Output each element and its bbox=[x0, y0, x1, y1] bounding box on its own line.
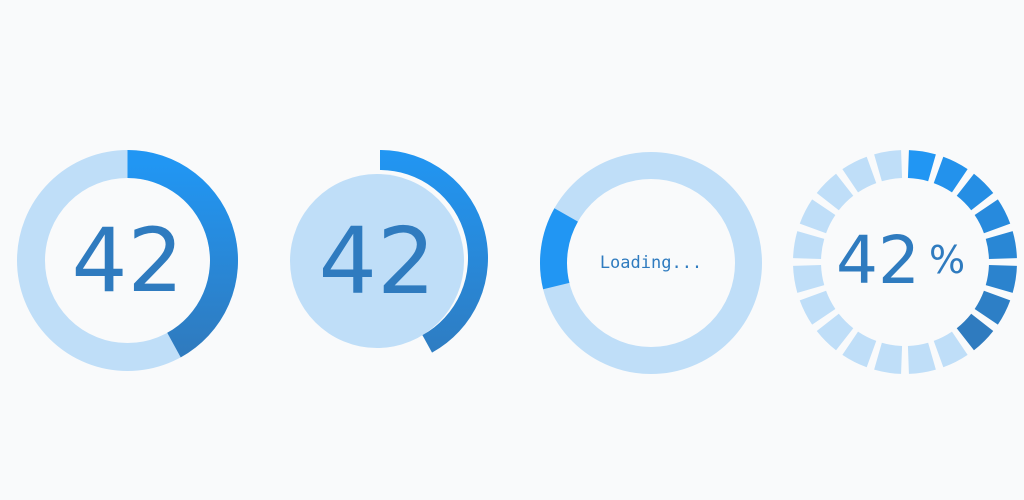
progress-segment-empty bbox=[816, 313, 854, 351]
progress-segment-empty bbox=[799, 290, 836, 325]
ring-progress-graphic bbox=[17, 150, 238, 371]
progress-segment-filled bbox=[907, 150, 936, 182]
ring-progress-indicator: 42 bbox=[17, 150, 238, 371]
ring-progress-arc bbox=[127, 150, 238, 358]
progress-segment-empty bbox=[842, 331, 877, 368]
segmented-progress-graphic bbox=[793, 150, 1017, 374]
segmented-progress-value: 42 bbox=[836, 221, 920, 299]
progress-segment-filled bbox=[956, 313, 994, 351]
progress-segment-empty bbox=[816, 173, 854, 211]
disc-progress-value: 42 bbox=[318, 207, 436, 315]
ring-progress-value: 42 bbox=[71, 209, 184, 312]
progress-segment-empty bbox=[793, 231, 825, 260]
progress-segment-empty bbox=[799, 199, 836, 234]
progress-segment-empty bbox=[874, 342, 903, 374]
progress-segment-empty bbox=[907, 342, 936, 374]
disc-progress-indicator: 42 bbox=[280, 148, 500, 368]
percent-unit-label: % bbox=[929, 238, 966, 282]
progress-segment-empty bbox=[874, 150, 903, 182]
progress-segment-empty bbox=[793, 264, 825, 293]
loading-status-text: Loading... bbox=[599, 253, 703, 273]
disc-fill bbox=[290, 174, 464, 348]
progress-segment-filled bbox=[956, 173, 994, 211]
progress-segment-filled bbox=[933, 156, 968, 193]
loading-spinner: Loading... bbox=[540, 152, 762, 374]
progress-segment-empty bbox=[933, 331, 968, 368]
progress-segment-filled bbox=[974, 290, 1011, 325]
progress-segment-filled bbox=[985, 231, 1017, 260]
spinner-arc bbox=[540, 208, 579, 290]
progress-segment-filled bbox=[985, 264, 1017, 293]
progress-segment-empty bbox=[842, 156, 877, 193]
progress-segment-filled bbox=[974, 199, 1011, 234]
disc-progress-graphic bbox=[290, 150, 488, 353]
loading-spinner-graphic bbox=[540, 152, 762, 374]
segmented-progress-indicator: 42 % bbox=[793, 150, 1017, 374]
disc-progress-arc bbox=[379, 150, 488, 353]
